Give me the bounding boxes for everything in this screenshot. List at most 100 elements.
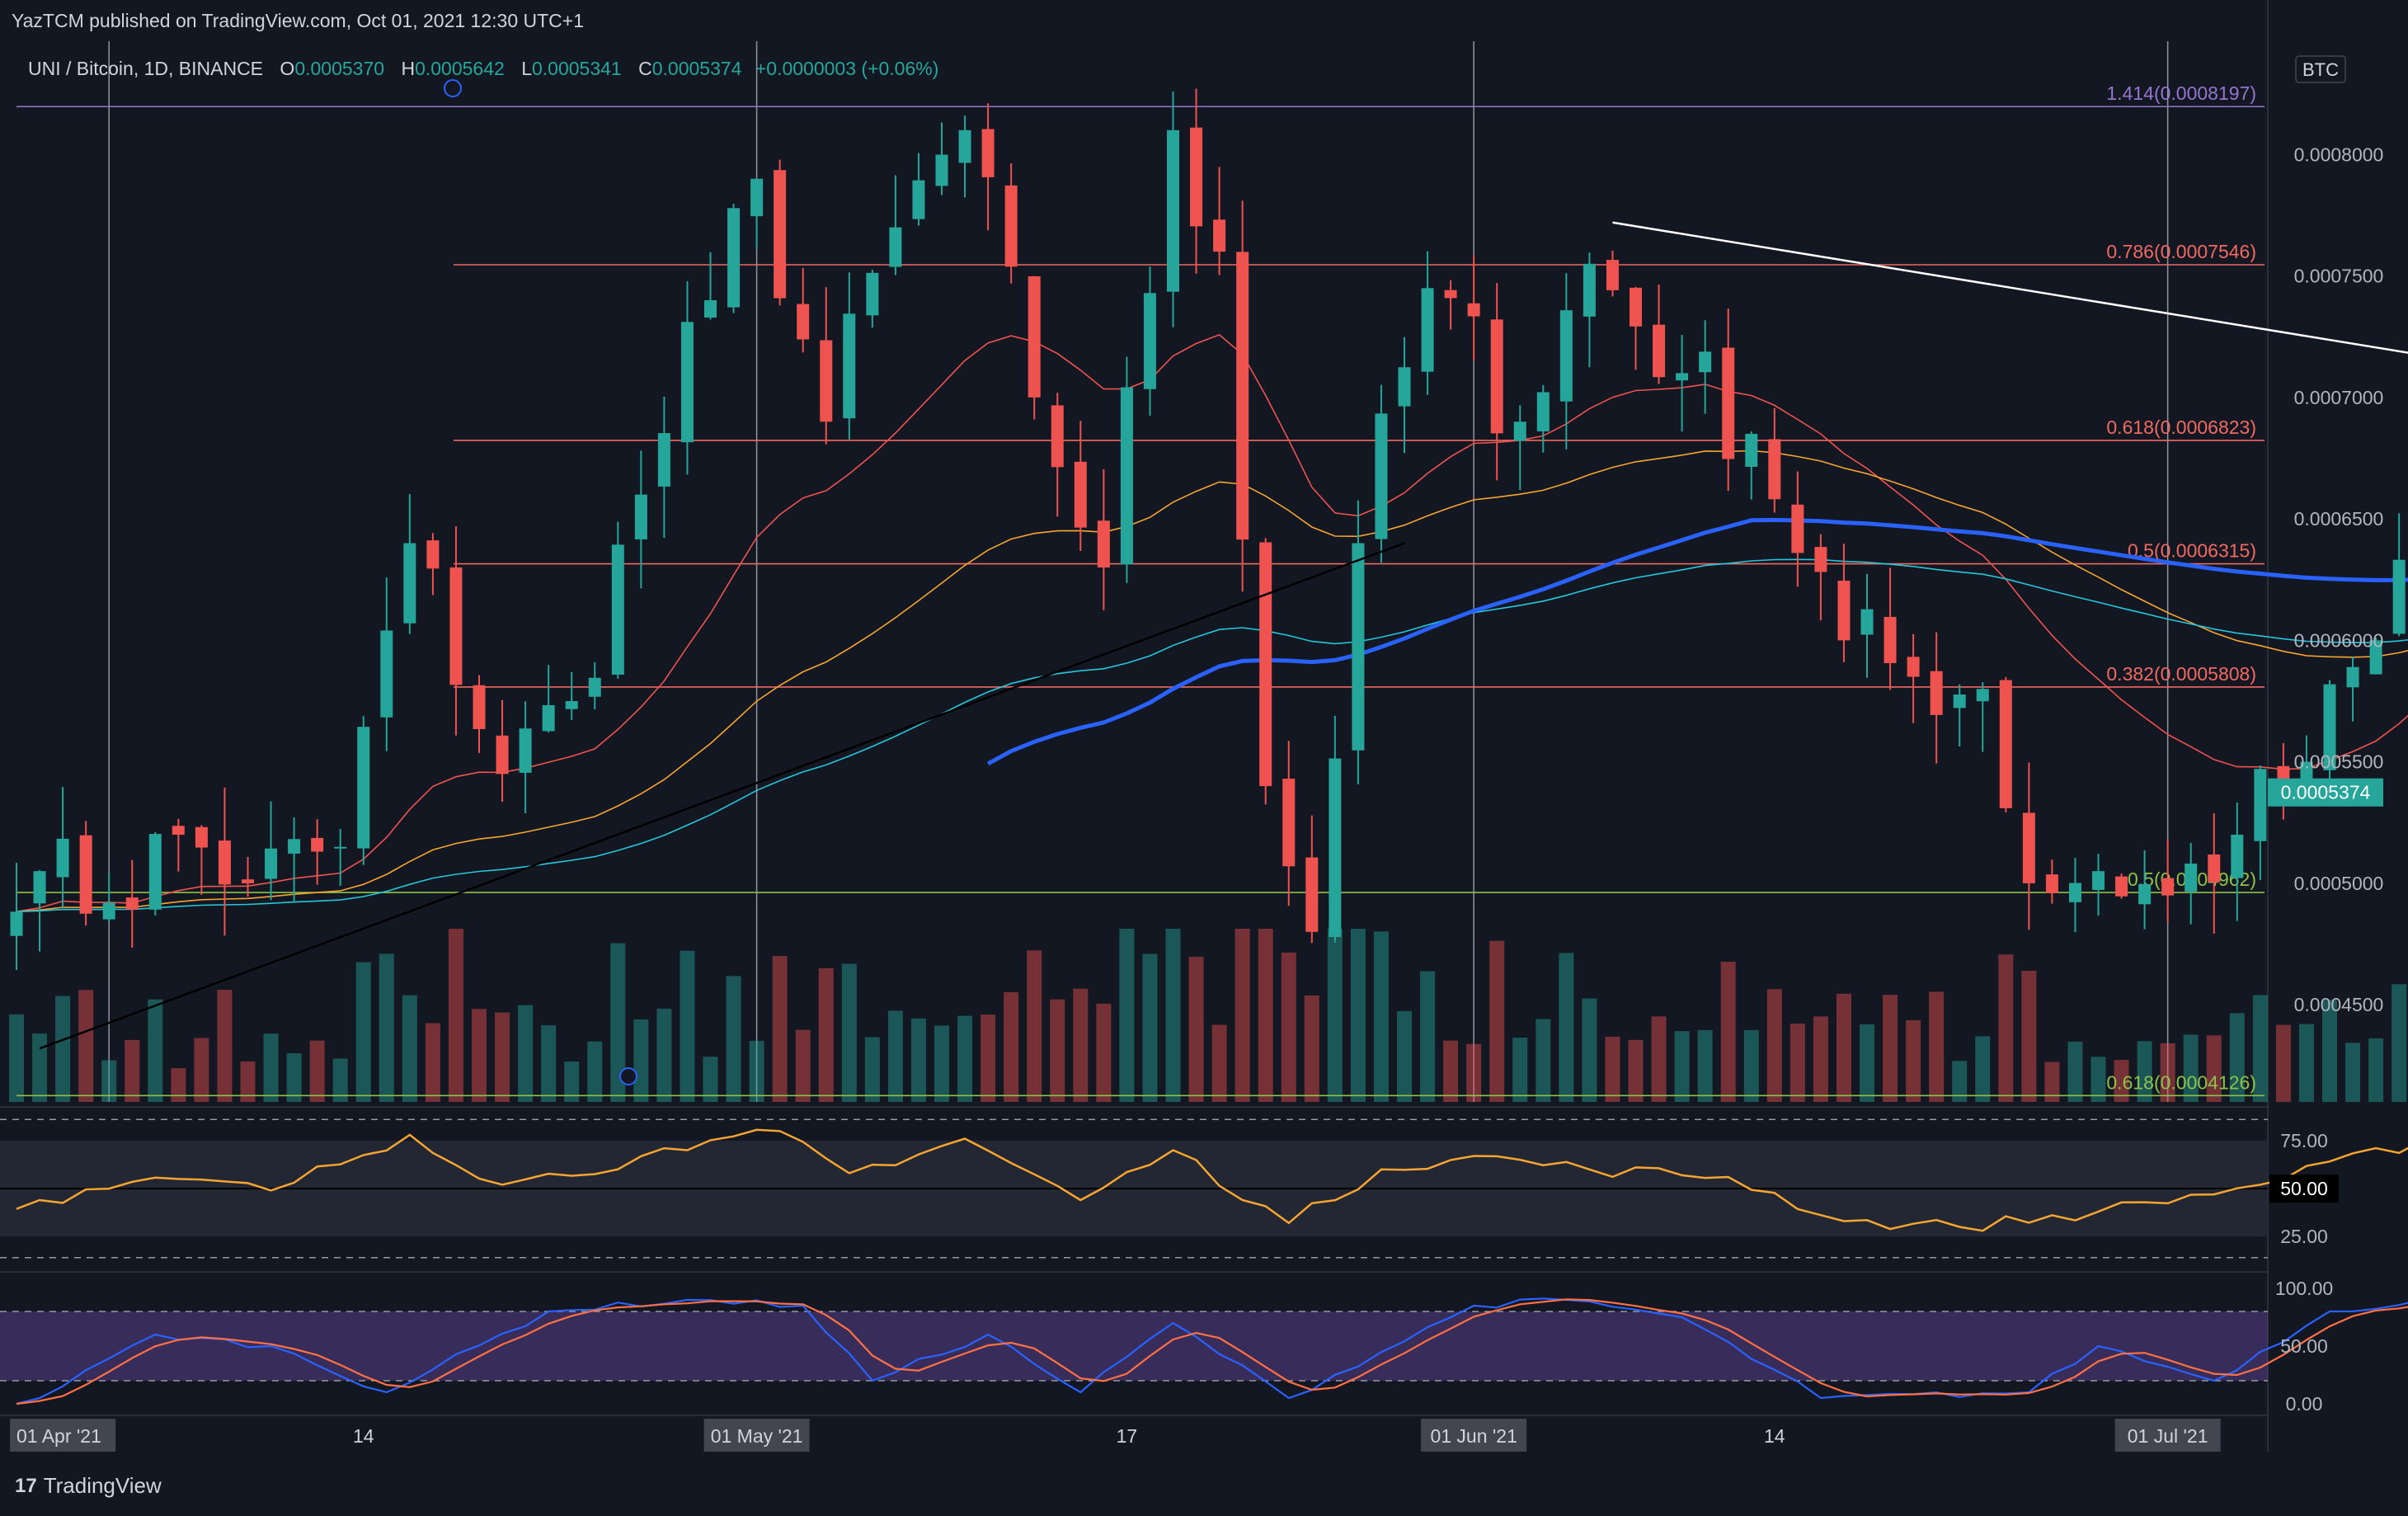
candle-body	[1444, 290, 1457, 299]
rsi-axis-label: 75.00	[2280, 1130, 2328, 1151]
volume-bar	[2091, 1057, 2106, 1102]
ema-100-line	[16, 558, 2408, 913]
volume-bar	[286, 1052, 302, 1102]
candle-body	[1282, 779, 1296, 867]
candle-body	[380, 630, 393, 718]
candle-body	[2369, 640, 2382, 675]
stoch-band	[0, 1311, 2268, 1381]
candle-body	[125, 897, 139, 910]
volume-bar	[9, 1014, 24, 1102]
volume-bar	[1883, 995, 1898, 1102]
volume-bar	[1258, 929, 1273, 1102]
stoch-k-line	[16, 1297, 2408, 1405]
volume-bar	[425, 1023, 440, 1102]
price-axis-label: 0.0005500	[2294, 751, 2384, 773]
event-marker-icon	[619, 1067, 637, 1085]
candle-body	[1837, 580, 1851, 641]
volume-bar	[1766, 989, 1782, 1102]
candle-body	[357, 727, 370, 849]
candle-body	[195, 826, 208, 848]
candle-body	[1930, 671, 1943, 715]
stoch-axis-label: 0.00	[2286, 1393, 2323, 1415]
volume-bar	[1027, 950, 1042, 1102]
tradingview-logo[interactable]: 17 TradingView	[15, 1473, 162, 1499]
volume-bar	[981, 1015, 996, 1102]
rsi-line	[16, 1128, 2408, 1232]
volume-bar	[2229, 1013, 2245, 1102]
candle-body	[2068, 883, 2081, 902]
candle-body	[542, 704, 555, 732]
volume-bar	[610, 943, 626, 1102]
candle-body	[797, 304, 810, 340]
candle-body	[1329, 758, 1342, 937]
volume-bar	[1350, 929, 1366, 1102]
currency-badge	[2295, 55, 2346, 83]
volume-bar	[726, 976, 741, 1102]
volume-bar	[125, 1039, 140, 1102]
candle-body	[912, 180, 925, 219]
candle-body	[981, 129, 995, 177]
time-axis-label: 17	[1117, 1425, 1138, 1447]
change-value: +0.0000003 (+0.06%)	[755, 58, 939, 79]
volume-bar	[1559, 953, 1574, 1102]
time-axis-label: 14	[1764, 1425, 1785, 1447]
volume-bar	[1674, 1031, 1690, 1102]
volume-bar	[32, 1033, 48, 1102]
time-axis-label: 14	[353, 1425, 374, 1447]
candle-body	[1606, 260, 1619, 290]
candle-body	[1213, 219, 1226, 252]
current-price-badge	[2268, 778, 2383, 807]
volume-bar	[1281, 952, 1296, 1102]
volume-bar	[1582, 998, 1597, 1102]
candle-body	[1513, 421, 1526, 441]
candle-body	[2092, 871, 2105, 890]
stoch-axis-label: 50.00	[2280, 1335, 2328, 1357]
candle-body	[148, 834, 162, 910]
candle-body	[265, 848, 278, 879]
time-axis-label: 01 Jul '21	[2128, 1425, 2208, 1447]
candle-body	[1860, 609, 1874, 635]
ema-50-line	[16, 450, 2408, 913]
candle-body	[288, 839, 301, 854]
candle-body	[1143, 293, 1156, 389]
trendline	[1612, 221, 2408, 354]
volume-bar	[355, 962, 371, 1102]
volume-bar	[2322, 1000, 2337, 1102]
time-axis-label: 01 Jun '21	[1430, 1425, 1517, 1447]
volume-bar	[1327, 929, 1343, 1102]
current-price-label: 0.0005374	[2281, 782, 2371, 803]
candle-body	[820, 340, 833, 422]
trendline	[39, 542, 1405, 1050]
volume-bar	[2252, 995, 2268, 1102]
volume-bar	[217, 990, 233, 1102]
volume-bar	[795, 1029, 811, 1102]
time-axis-label: 01 Apr '21	[16, 1425, 101, 1447]
volume-layer	[9, 929, 2407, 1102]
time-axis-box	[10, 1419, 116, 1452]
fib-level-label: 0.618(0.0006823)	[2106, 417, 2256, 438]
publisher-header: YazTCM published on TradingView.com, Oct…	[12, 10, 584, 31]
candle-body	[1653, 324, 1666, 378]
candle-body	[1352, 543, 1365, 751]
volume-bar	[472, 1009, 487, 1102]
candle-body	[1536, 392, 1550, 432]
price-axis-label: 0.0006500	[2294, 508, 2384, 530]
volume-bar	[101, 1060, 117, 1102]
volume-bar	[402, 995, 417, 1102]
volume-bar	[957, 1015, 973, 1102]
time-axis-box	[703, 1419, 810, 1452]
volume-bar	[749, 1040, 764, 1102]
volume-bar	[1050, 999, 1065, 1102]
candle-body	[565, 701, 578, 709]
candle-body	[1814, 547, 1827, 572]
time-axis-label: 01 May '21	[711, 1425, 803, 1447]
volume-bar	[1605, 1036, 1620, 1102]
volume-bar	[171, 1068, 186, 1102]
volume-bar	[934, 1025, 949, 1102]
symbol-name[interactable]: UNI / Bitcoin, 1D, BINANCE	[28, 58, 264, 79]
candle-body	[2022, 812, 2035, 883]
volume-bar	[1397, 1010, 1412, 1102]
candle-body	[1791, 504, 1804, 553]
volume-bar	[887, 1010, 903, 1102]
